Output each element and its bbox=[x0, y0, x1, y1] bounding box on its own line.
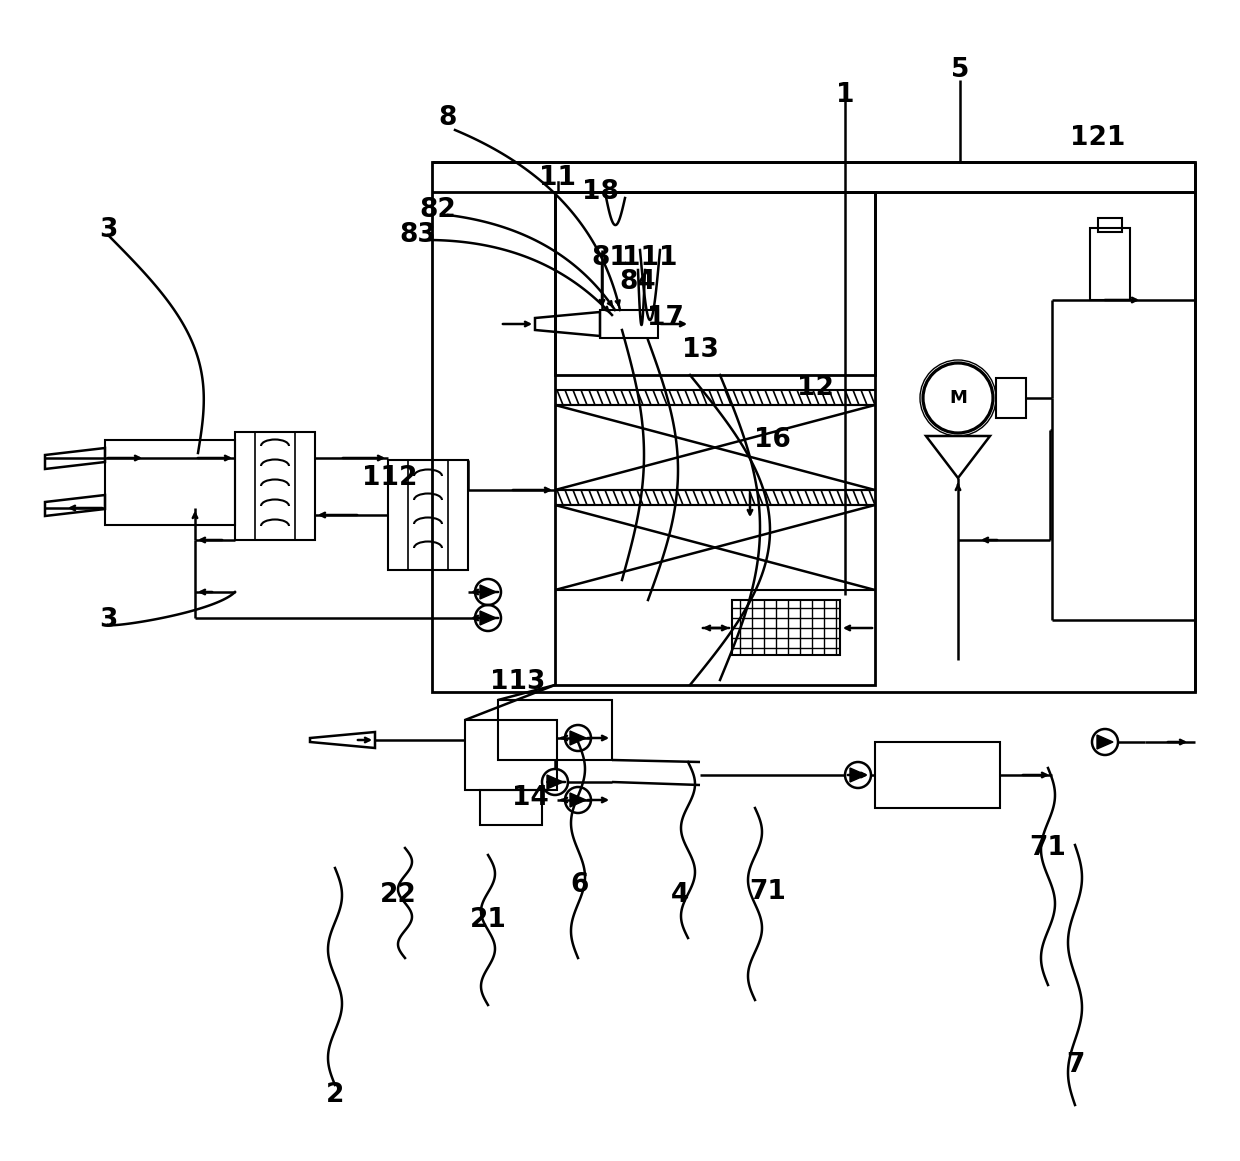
Text: 4: 4 bbox=[671, 882, 689, 908]
Polygon shape bbox=[849, 767, 866, 783]
Text: 3: 3 bbox=[99, 217, 118, 243]
Polygon shape bbox=[570, 731, 587, 745]
Text: 1: 1 bbox=[836, 82, 854, 108]
Polygon shape bbox=[547, 776, 563, 789]
Bar bbox=[600, 310, 658, 338]
Text: 8: 8 bbox=[439, 104, 458, 131]
Text: 84: 84 bbox=[620, 269, 656, 295]
Text: 81: 81 bbox=[591, 245, 629, 271]
Bar bbox=[556, 192, 875, 375]
Polygon shape bbox=[570, 793, 587, 807]
Text: 11: 11 bbox=[539, 165, 577, 192]
Polygon shape bbox=[480, 585, 496, 599]
Text: 12: 12 bbox=[796, 375, 833, 401]
Bar bbox=[388, 460, 467, 570]
Text: 6: 6 bbox=[570, 872, 589, 897]
Text: 5: 5 bbox=[951, 57, 970, 82]
Text: 21: 21 bbox=[470, 907, 506, 933]
Bar bbox=[996, 378, 1025, 418]
Bar bbox=[1097, 218, 1122, 232]
Bar bbox=[480, 789, 542, 825]
Text: 112: 112 bbox=[362, 466, 418, 491]
Text: 18: 18 bbox=[582, 179, 619, 205]
Bar bbox=[732, 600, 839, 655]
Text: 83: 83 bbox=[399, 222, 436, 248]
Text: 22: 22 bbox=[379, 882, 417, 908]
Text: 14: 14 bbox=[512, 785, 548, 812]
Text: 113: 113 bbox=[490, 669, 546, 695]
Text: 3: 3 bbox=[99, 607, 118, 633]
Polygon shape bbox=[480, 611, 496, 625]
Text: 111: 111 bbox=[622, 245, 678, 271]
Text: 7: 7 bbox=[1066, 1052, 1084, 1079]
Text: 16: 16 bbox=[754, 427, 790, 453]
Text: 17: 17 bbox=[646, 305, 683, 331]
Bar bbox=[465, 720, 557, 789]
Bar bbox=[875, 742, 999, 808]
Bar bbox=[432, 163, 1195, 692]
Text: M: M bbox=[949, 389, 967, 408]
Bar bbox=[105, 440, 236, 525]
Text: 13: 13 bbox=[682, 337, 718, 363]
Text: 121: 121 bbox=[1070, 125, 1126, 151]
Bar bbox=[498, 700, 613, 760]
Bar bbox=[1090, 228, 1130, 300]
Text: 71: 71 bbox=[749, 879, 786, 906]
Bar bbox=[236, 432, 315, 540]
Bar bbox=[556, 192, 875, 685]
Text: 71: 71 bbox=[1029, 835, 1066, 861]
Polygon shape bbox=[1097, 735, 1114, 749]
Text: 2: 2 bbox=[326, 1082, 345, 1108]
Text: 82: 82 bbox=[419, 197, 456, 223]
